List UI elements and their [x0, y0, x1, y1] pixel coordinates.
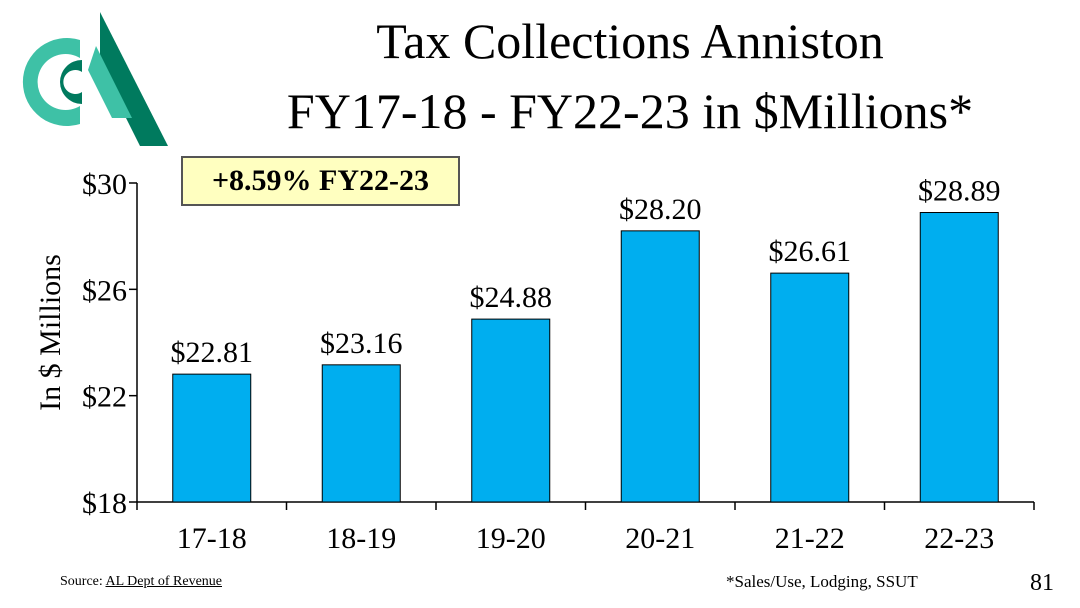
x-tick-label: 20-21 — [625, 522, 695, 555]
footnote: *Sales/Use, Lodging, SSUT — [726, 572, 918, 591]
bar-20-21 — [620, 230, 700, 503]
page-number: 81 — [1030, 570, 1054, 596]
y-axis-title: In $ Millions — [34, 254, 67, 411]
org-logo-icon — [22, 12, 168, 146]
x-tick-label: 21-22 — [775, 522, 845, 555]
bar-18-19 — [321, 364, 401, 503]
source-link[interactable]: AL Dept of Revenue — [105, 574, 223, 589]
bar-22-23 — [919, 212, 999, 503]
bar-value-label: $23.16 — [320, 327, 403, 360]
x-tick-label: 19-20 — [476, 522, 546, 555]
source-note: Source: AL Dept of Revenue — [60, 574, 222, 590]
bar-value-label: $24.88 — [470, 281, 553, 314]
bar-19-20 — [471, 318, 551, 503]
growth-callout: +8.59% FY22-23 — [181, 156, 460, 206]
slide-title-line1: Tax Collections Anniston — [376, 13, 884, 69]
y-tick-label: $18 — [82, 487, 127, 520]
slide-title-line2: FY17-18 - FY22-23 in $Millions* — [286, 83, 974, 139]
bar-value-label: $28.20 — [619, 193, 702, 226]
x-tick-label: 17-18 — [177, 522, 247, 555]
y-tick-label: $26 — [82, 274, 127, 307]
y-tick-label: $30 — [82, 168, 127, 201]
y-tick-label: $22 — [82, 381, 127, 414]
x-tick-label: 22-23 — [924, 522, 994, 555]
bar-value-label: $28.89 — [918, 175, 1001, 208]
bar-value-label: $26.61 — [769, 235, 852, 268]
x-tick-label: 18-19 — [326, 522, 396, 555]
source-prefix: Source: — [60, 574, 106, 589]
bar-21-22 — [770, 272, 850, 503]
bar-value-label: $22.81 — [171, 336, 254, 369]
bar-17-18 — [172, 373, 252, 503]
